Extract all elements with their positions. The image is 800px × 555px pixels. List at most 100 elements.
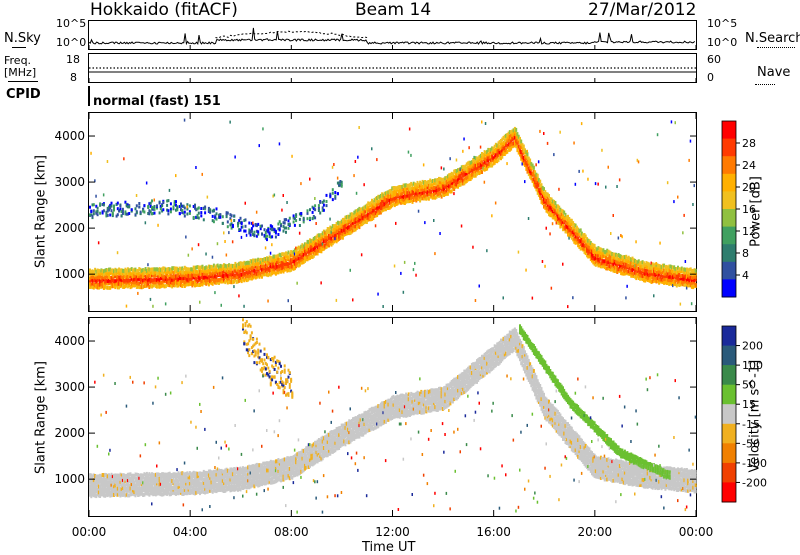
velocity-cell [145,483,148,488]
power-cell [310,250,313,255]
power-cell [162,283,165,288]
velocity-cell [147,488,150,493]
power-cell [594,246,597,251]
velocity-cell [224,479,227,483]
velocity-cell [247,465,250,470]
velocity-cell [293,456,296,461]
power-cell [154,267,157,272]
power-cell [383,202,386,207]
velocity-cell [113,473,115,478]
power-cell [215,212,218,216]
velocity-cell [134,493,137,498]
power-cell [658,280,661,285]
power-cell [331,191,334,195]
power-cell [237,279,239,284]
velocity-cell [283,364,286,368]
velocity-cell [297,451,300,456]
velocity-cell [245,342,248,346]
velocity-cell [263,352,266,356]
power-cell [426,182,429,187]
noise-tick-right-top: 10^5 [707,17,738,30]
power-cell [180,276,182,280]
velocity-cell [191,475,194,480]
velocity-cell [163,475,166,480]
power-cell [206,266,209,271]
power-cell [545,205,548,210]
power-cell [341,231,344,236]
power-cell [668,278,671,283]
velocity-cell [225,484,228,488]
power-cell [627,271,630,276]
power-cell [94,278,97,283]
power-cell [123,284,126,289]
power-cell [285,226,287,230]
velocity-cell [121,482,124,487]
velocity-cell [280,371,282,375]
velocity-cell [278,461,281,466]
power-cell [226,267,229,272]
velocity-cell [292,467,295,472]
velocity-cell [263,464,266,469]
power-cell [272,254,275,259]
velocity-cell [212,485,215,490]
power-cell [554,208,557,213]
power-cell [639,273,642,278]
velocity-cell [207,473,210,478]
power-cell [564,226,567,231]
power-cell [620,263,623,268]
power-cell [634,274,636,279]
velocity-cell [235,477,238,482]
power-cell [639,269,642,274]
beam-title: Beam 14 [355,0,432,20]
power-cell [367,205,370,210]
velocity-cell [154,486,157,490]
velocity-cell [274,360,277,364]
power-cell [519,150,521,155]
power-cell [540,186,543,191]
power-cell [111,268,114,273]
power-cell [515,132,518,137]
power-cell [403,260,406,264]
power-cell [360,207,363,212]
power-cell [393,203,396,208]
velocity-cell [190,420,192,424]
power-cell [365,213,368,218]
power-cell [377,211,380,216]
power-cell [387,206,390,210]
velocity-cell [201,480,204,485]
velocity-cell [114,382,116,385]
power-cell [382,305,384,308]
power-cell [400,195,403,199]
power-cell [439,186,442,191]
power-cell [360,253,363,257]
velocity-cell [140,476,143,481]
power-cell [416,189,419,194]
velocity-cell [254,353,257,357]
velocity-cell [298,453,301,458]
power-cell [245,270,248,274]
velocity-cell [176,491,179,496]
power-cell [450,189,453,194]
velocity-cell [239,482,242,487]
velocity-cell [164,472,167,477]
velocity-cell [114,483,117,488]
power-cell [556,217,559,222]
power-cell [250,276,253,281]
power-cell [225,264,228,269]
power-cell [325,229,328,234]
power-cell [285,264,287,269]
power-cell [622,258,625,263]
power-cell [655,270,658,275]
power-cell [206,275,209,280]
power-cell [106,281,109,286]
power-cell [199,269,201,274]
power-cell [266,266,268,271]
velocity-cell [118,479,121,484]
velocity-cell [264,471,267,476]
power-cell [282,261,285,266]
velocity-cell [138,476,140,480]
power-cell [379,203,382,208]
power-cell [508,130,511,135]
power-cell [97,275,100,280]
velocity-cell [190,478,193,483]
